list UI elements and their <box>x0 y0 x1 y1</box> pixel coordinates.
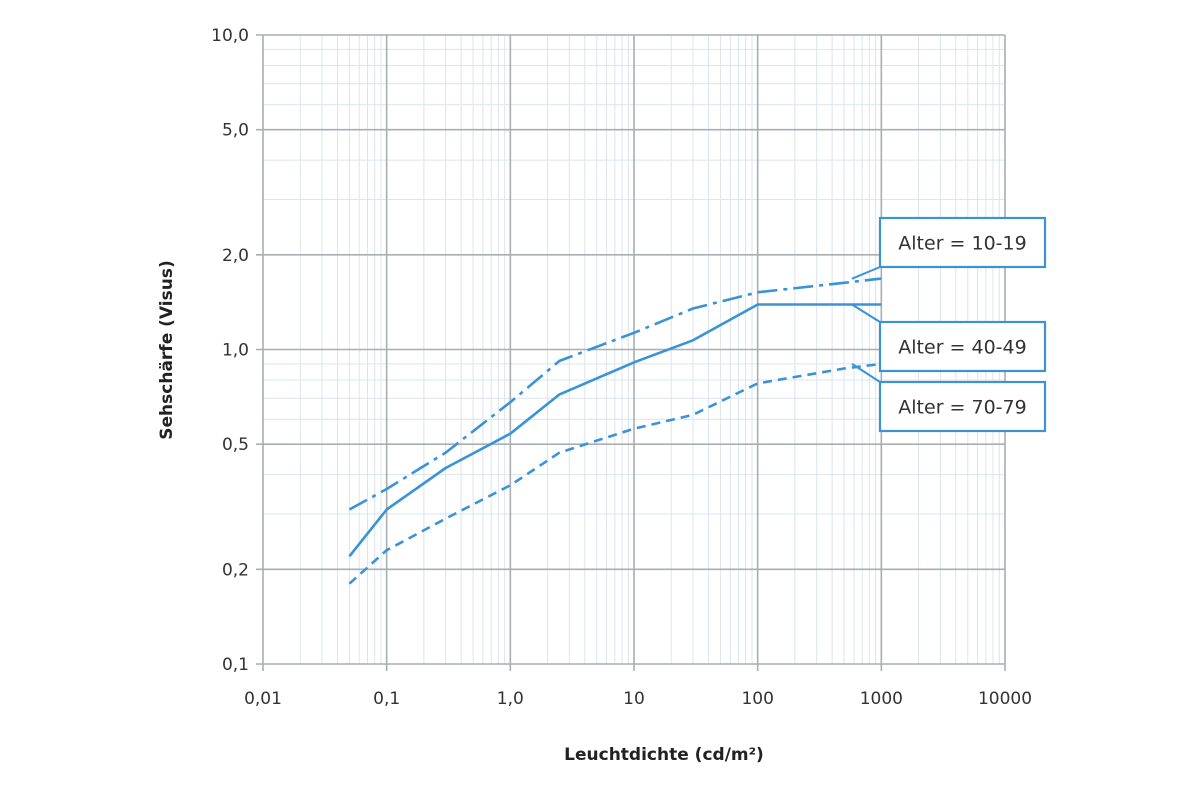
y-tick-label: 0,5 <box>222 435 249 455</box>
y-tick-label: 0,2 <box>222 560 249 580</box>
y-tick-label: 2,0 <box>222 246 249 266</box>
series-line <box>348 303 882 558</box>
grid-major <box>256 34 1006 671</box>
y-tick-label: 0,1 <box>222 655 249 675</box>
series-line <box>348 362 882 585</box>
legend-label: Alter = 10-19 <box>898 233 1026 255</box>
legend-leader-line <box>851 363 881 383</box>
y-axis-title: Sehschärfe (Visus) <box>157 260 177 439</box>
x-tick-label: 1000 <box>860 689 903 709</box>
legend-leader-line <box>851 303 881 323</box>
x-tick-label: 100 <box>741 689 773 709</box>
legend-label: Alter = 70-79 <box>898 397 1026 419</box>
y-tick-label: 10,0 <box>211 26 249 46</box>
x-tick-label: 0,01 <box>244 689 282 709</box>
x-tick-label: 0,1 <box>373 689 400 709</box>
legend-leader-line <box>851 266 881 280</box>
y-tick-label: 5,0 <box>222 121 249 141</box>
series-lines <box>348 277 882 585</box>
x-tick-label: 10000 <box>978 689 1032 709</box>
x-tick-label: 10 <box>623 689 645 709</box>
legend-box <box>878 320 1047 373</box>
x-tick-label: 1,0 <box>497 689 524 709</box>
x-tick-labels: 0,01 0,1 1,0 10 100 1000 10000 <box>244 689 1032 709</box>
x-axis-title: Leuchtdichte (cd/m²) <box>564 745 764 765</box>
legend-label: Alter = 40-49 <box>898 337 1026 359</box>
legend-box <box>878 380 1047 433</box>
y-tick-labels: 0,1 0,2 0,5 1,0 2,0 5,0 10,0 <box>211 26 249 675</box>
y-tick-label: 1,0 <box>222 341 249 361</box>
legend: Alter = 10-19 Alter = 40-49 Alter = 70-79 <box>851 216 1047 433</box>
series-line <box>348 277 882 511</box>
legend-box <box>878 216 1047 269</box>
